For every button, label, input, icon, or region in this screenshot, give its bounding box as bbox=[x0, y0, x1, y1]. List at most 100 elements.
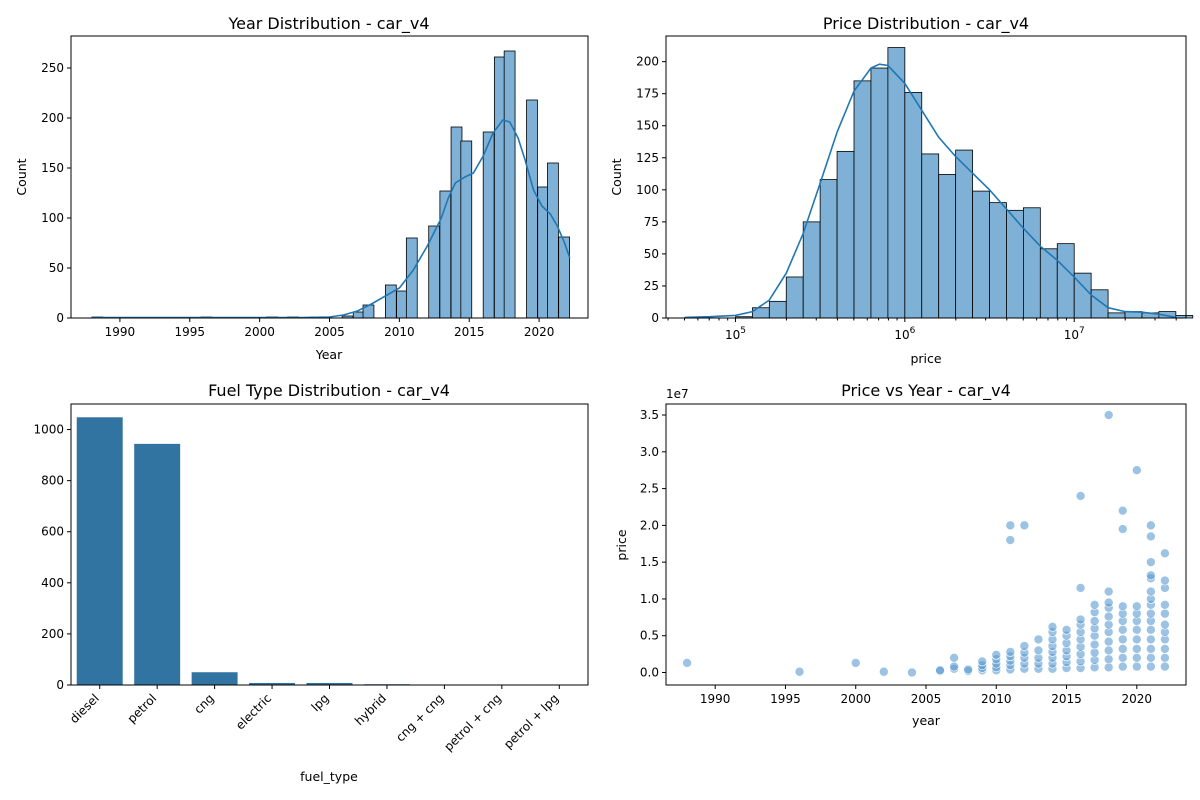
year-histogram-bars bbox=[91, 50, 570, 319]
price-y-tick-label: 75 bbox=[644, 215, 659, 229]
price-bin-bar bbox=[853, 80, 872, 319]
scatter-x-tick-label: 2010 bbox=[981, 692, 1012, 706]
price-bin-bar bbox=[802, 221, 821, 319]
price-x-tick-label: 105 bbox=[725, 326, 746, 342]
scatter-point bbox=[1117, 524, 1128, 534]
year-y-tick-label: 250 bbox=[41, 61, 64, 75]
scatter-point bbox=[1146, 586, 1156, 597]
price-bin-bar bbox=[785, 276, 804, 319]
price-y-tick-label: 25 bbox=[644, 279, 659, 293]
scatter-point bbox=[1132, 661, 1142, 672]
fuel-x-tick-label: petrol bbox=[125, 691, 160, 726]
scatter-point bbox=[1075, 614, 1086, 625]
scatter-x-tick-label: 1995 bbox=[770, 692, 801, 706]
year-bin-bar bbox=[396, 290, 408, 319]
scatter-point bbox=[1103, 410, 1114, 420]
scatter-point bbox=[1089, 616, 1100, 626]
year-x-tick-label: 2015 bbox=[454, 325, 485, 339]
price-bin-bar bbox=[819, 179, 838, 319]
scatter-point bbox=[1132, 601, 1142, 612]
scatter-point bbox=[1146, 608, 1156, 619]
scatter-point bbox=[1047, 622, 1058, 632]
scatter-chart-ylabel: price bbox=[614, 529, 629, 560]
scatter-point bbox=[1033, 634, 1044, 645]
year-bin-bar bbox=[450, 126, 463, 319]
scatter-point bbox=[1117, 601, 1128, 612]
scatter-point bbox=[963, 664, 973, 675]
fuel-bar-lpg bbox=[306, 682, 353, 685]
scatter-x-tick-label: 2000 bbox=[840, 692, 871, 706]
price-vs-year-panel: Price vs Year - car_v4 year price 1e7 19… bbox=[614, 381, 1187, 728]
fuel-bar-petrol bbox=[134, 443, 181, 685]
scatter-y-tick-label: 3.0 bbox=[640, 445, 659, 459]
price-plot-frame bbox=[665, 35, 1187, 319]
price-bin-bar bbox=[1107, 312, 1126, 319]
price-y-tick-label: 125 bbox=[636, 151, 659, 165]
year-bin-bar bbox=[460, 140, 473, 319]
scatter-point bbox=[1160, 575, 1170, 586]
price-x-tick-exponent: 6 bbox=[910, 326, 916, 336]
price-bin-bar bbox=[972, 190, 990, 319]
scatter-x-tick-label: 2020 bbox=[1122, 692, 1153, 706]
fuel-x-tick-label: electric bbox=[233, 691, 274, 732]
scatter-point bbox=[1117, 505, 1128, 516]
price-y-tick-label: 175 bbox=[636, 87, 659, 101]
scatter-point bbox=[1160, 661, 1170, 672]
fuel-y-tick-label: 600 bbox=[41, 525, 64, 539]
scatter-point bbox=[1160, 600, 1170, 610]
scatter-y-tick-label: 1.5 bbox=[640, 555, 659, 569]
fuel-chart-xlabel: fuel_type bbox=[300, 769, 358, 784]
scatter-point bbox=[1132, 634, 1142, 645]
scatter-y-tick-label: 1.0 bbox=[640, 592, 659, 606]
year-x-tick-label: 2010 bbox=[384, 325, 415, 339]
scatter-point bbox=[1089, 600, 1100, 610]
price-bin-bar bbox=[989, 202, 1007, 319]
price-bin-bar bbox=[836, 150, 855, 319]
scatter-point bbox=[1019, 520, 1030, 531]
scatter-point bbox=[1146, 625, 1156, 635]
scatter-point bbox=[1117, 625, 1128, 635]
year-bin-bar bbox=[547, 162, 559, 319]
year-chart-ylabel: Count bbox=[14, 158, 29, 195]
scatter-point bbox=[850, 658, 861, 668]
scatter-point bbox=[1160, 619, 1170, 630]
scatter-point bbox=[1005, 647, 1016, 657]
scatter-point bbox=[1160, 608, 1170, 619]
scatter-point bbox=[1132, 625, 1142, 635]
price-y-tick-label: 100 bbox=[636, 183, 659, 197]
scatter-point bbox=[949, 661, 959, 672]
price-bin-bar bbox=[887, 47, 906, 319]
year-x-tick-label: 2005 bbox=[314, 325, 345, 339]
fuel-y-tick-label: 800 bbox=[41, 474, 64, 488]
scatter-point bbox=[1146, 557, 1156, 567]
fuel-bar-cng bbox=[191, 672, 238, 685]
year-bin-bar bbox=[352, 311, 365, 319]
price-bin-bar bbox=[955, 149, 973, 319]
year-bin-bar bbox=[493, 56, 506, 319]
scatter-point bbox=[1103, 654, 1114, 665]
scatter-point bbox=[1103, 636, 1114, 647]
scatter-point bbox=[1117, 652, 1128, 663]
scatter-axis-ticks: 1990 1995 2000 2005 2010 2015 2020 0.0 0.5 1.0 1.5… bbox=[640, 408, 1152, 706]
year-x-tick-label: 1990 bbox=[105, 325, 136, 339]
scatter-point bbox=[1005, 520, 1016, 531]
scatter-point bbox=[907, 667, 917, 678]
fuel-x-tick-label: petrol + lpg bbox=[501, 691, 561, 751]
scatter-y-tick-label: 0.5 bbox=[640, 629, 659, 643]
scatter-point bbox=[1132, 652, 1142, 663]
scatter-point bbox=[949, 652, 959, 663]
year-chart-title: Year Distribution - car_v4 bbox=[227, 14, 429, 34]
scatter-point bbox=[1033, 645, 1044, 656]
year-bin-bar bbox=[482, 131, 495, 319]
year-bin-bar bbox=[439, 190, 452, 319]
scatter-x-tick-label: 2005 bbox=[911, 692, 942, 706]
price-bin-bar bbox=[1090, 289, 1109, 319]
price-y-tick-label: 50 bbox=[644, 247, 659, 261]
scatter-point bbox=[1160, 652, 1170, 663]
price-distribution-panel: Price Distribution - car_v4 price Count … bbox=[609, 14, 1194, 366]
scatter-point bbox=[1061, 625, 1072, 635]
scatter-point bbox=[935, 665, 945, 676]
fuel-bar-electric bbox=[249, 682, 296, 685]
price-bin-bar bbox=[768, 300, 787, 319]
scatter-point bbox=[1117, 634, 1128, 645]
